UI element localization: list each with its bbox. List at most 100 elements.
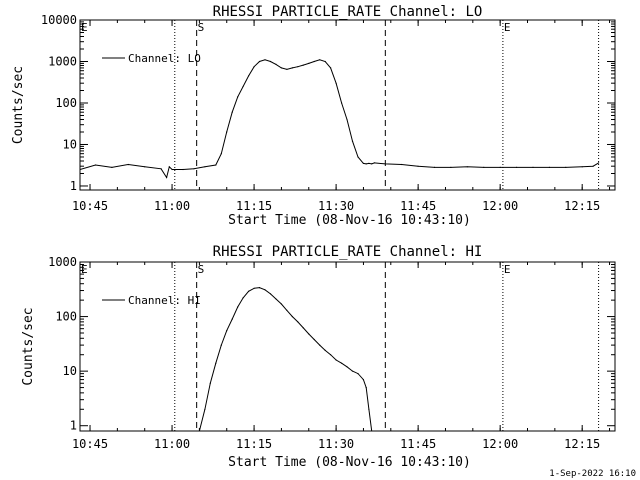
y-tick-label: 10 [63, 137, 77, 151]
data-point [351, 140, 354, 142]
footer-timestamp: 1-Sep-2022 16:10 [549, 469, 636, 479]
plot-frame [79, 19, 616, 191]
data-point [313, 60, 315, 63]
data-point [362, 162, 364, 164]
data-point [220, 344, 222, 346]
y-tick-label: 100 [55, 310, 77, 324]
data-point [581, 166, 583, 168]
series-line-0 [80, 59, 599, 179]
data-point [341, 362, 343, 364]
data-point [166, 176, 168, 179]
data-point [231, 111, 233, 113]
data-point [365, 163, 367, 165]
data-point [308, 333, 310, 335]
x-tick-label: 11:45 [400, 437, 436, 451]
data-point [215, 164, 217, 166]
data-point [368, 408, 370, 410]
y-axis-label: Counts/sec [21, 307, 36, 385]
x-tick-label: 11:15 [236, 199, 272, 213]
data-point [346, 118, 348, 121]
data-point [341, 102, 343, 104]
y-tick-label: 1 [70, 179, 77, 193]
event-marker-label: S [198, 263, 205, 276]
plot-frame [79, 261, 616, 432]
x-tick-label: 12:15 [564, 199, 600, 213]
legend-label: Channel: HI [128, 294, 201, 307]
data-point [264, 289, 266, 291]
data-point [351, 370, 354, 372]
data-point [373, 162, 375, 164]
y-tick-label: 1000 [48, 54, 77, 68]
x-tick-label: 12:00 [482, 199, 518, 213]
data-point [209, 382, 211, 384]
data-point [357, 373, 359, 375]
event-marker-label: E [504, 21, 511, 34]
data-point [565, 166, 567, 168]
x-tick-label: 11:00 [154, 437, 190, 451]
data-point [215, 362, 217, 364]
data-point [220, 153, 222, 155]
data-point [450, 166, 452, 168]
data-point [324, 349, 326, 351]
data-point [237, 306, 239, 308]
chart-title: RHESSI PARTICLE_RATE Channel: LO [213, 4, 483, 20]
data-point [313, 338, 315, 341]
y-tick-label: 1000 [48, 255, 77, 269]
data-point [532, 166, 534, 168]
data-point [466, 166, 468, 168]
data-point [253, 287, 255, 289]
data-point [483, 166, 485, 168]
data-point [242, 297, 244, 299]
data-point [94, 164, 97, 166]
data-point [302, 64, 304, 66]
data-point [275, 298, 277, 300]
data-point [516, 166, 518, 168]
data-point [286, 68, 288, 70]
data-point [144, 166, 146, 168]
x-tick-label: 10:45 [72, 437, 108, 451]
data-point [297, 66, 299, 68]
data-point [319, 59, 321, 61]
data-point [226, 330, 228, 332]
data-point [168, 166, 170, 168]
data-point [258, 60, 261, 63]
data-point [291, 67, 293, 69]
data-point [548, 166, 551, 168]
x-tick-label: 11:30 [318, 199, 354, 213]
event-marker-label: E [81, 263, 88, 276]
data-point [231, 318, 233, 320]
data-point [368, 162, 370, 164]
data-point [362, 379, 364, 381]
x-axis-label: Start Time (08-Nov-16 10:43:10) [228, 455, 471, 470]
data-point [80, 168, 81, 171]
data-point [499, 166, 501, 168]
data-point [248, 75, 250, 77]
data-point [182, 168, 184, 171]
data-point [286, 309, 288, 311]
data-point [269, 60, 272, 63]
data-point [433, 166, 436, 168]
data-point [302, 327, 304, 329]
data-point [371, 163, 373, 165]
data-point [335, 359, 337, 361]
data-point [269, 293, 272, 295]
panel-hi: RHESSI PARTICLE_RATE Channel: HI E S E 10:45… [21, 244, 616, 470]
chart-title: RHESSI PARTICLE_RATE Channel: HI [213, 244, 483, 260]
data-point [357, 156, 359, 158]
y-tick-label: 10 [63, 364, 77, 378]
data-point [264, 59, 266, 61]
x-tick-label: 12:15 [564, 437, 600, 451]
data-point [111, 166, 113, 168]
data-point [371, 430, 373, 431]
data-point [248, 290, 250, 292]
series-line-0 [198, 287, 373, 431]
data-point [330, 67, 332, 69]
data-point [242, 85, 244, 88]
data-point [198, 430, 200, 431]
data-point [127, 163, 129, 166]
y-axis-label: Counts/sec [11, 66, 26, 144]
x-tick-label: 12:00 [482, 437, 518, 451]
data-point [324, 60, 326, 63]
data-point [308, 62, 310, 64]
